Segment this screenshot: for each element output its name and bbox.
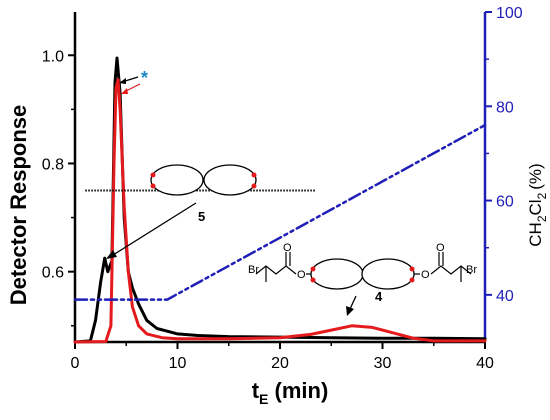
asterisk-label: * <box>141 68 148 88</box>
x-tick-label: 10 <box>169 355 187 372</box>
y2-tick-label: 40 <box>496 288 514 305</box>
right-o-top-label: O <box>436 242 445 254</box>
y-tick-label: 0.8 <box>42 156 64 173</box>
x-axis-title-main: t <box>252 378 260 403</box>
gradient-line <box>73 123 487 301</box>
y2-title-sub-2a: 2 <box>535 215 549 222</box>
compound-4-schematic: Br O O O O Br 4 <box>248 242 477 316</box>
right-ticks: 40 60 80 100 <box>485 5 523 305</box>
y2-title-part-cl: Cl <box>526 199 545 215</box>
x-tick-label: 20 <box>271 355 289 372</box>
x-axis-title-unit: (min) <box>268 378 328 403</box>
y-axis-title: Detector Response <box>6 105 31 306</box>
y2-axis-title: CH2Cl2(%) <box>526 163 549 246</box>
series-layer <box>73 56 487 344</box>
y-tick-label: 1.0 <box>42 48 64 65</box>
left-br-label: Br <box>248 264 259 276</box>
y2-title-sub-2b: 2 <box>535 192 549 199</box>
peak-annotation: * <box>119 68 148 94</box>
compound-5-label: 5 <box>198 209 205 224</box>
compound-5-schematic: 5 <box>106 164 257 259</box>
compound-4-label: 4 <box>375 289 383 304</box>
y-tick-label: 0.6 <box>42 265 64 282</box>
right-br-label: Br <box>466 264 477 276</box>
x-axis-title-sub: E <box>259 391 268 407</box>
x-tick-label: 30 <box>374 355 392 372</box>
y2-tick-label: 80 <box>496 99 514 116</box>
x-tick-label: 0 <box>71 355 80 372</box>
left-ticks: 0.6 0.8 1.0 <box>42 48 75 327</box>
left-o-link-label: O <box>297 269 306 281</box>
y2-title-part-pct: (%) <box>526 163 545 189</box>
y2-tick-label: 60 <box>496 194 514 211</box>
x-axis-title: tE (min) <box>252 378 329 407</box>
y2-title-part-ch: CH <box>526 222 545 247</box>
bottom-ticks: 0 10 20 30 40 <box>71 342 494 372</box>
y2-tick-label: 100 <box>496 5 523 22</box>
right-o-link-label: O <box>421 269 430 281</box>
x-tick-label: 40 <box>476 355 494 372</box>
chromatogram-series-1 <box>73 78 487 344</box>
left-o-top-label: O <box>283 242 292 254</box>
